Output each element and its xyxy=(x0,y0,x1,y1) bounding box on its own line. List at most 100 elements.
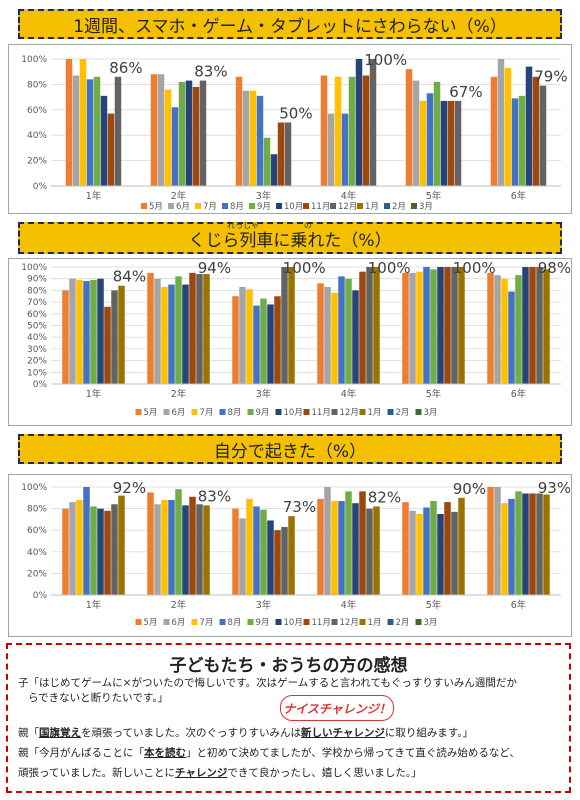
y-tick-label: 80% xyxy=(27,286,47,296)
data-label: 98% xyxy=(538,259,570,277)
bar xyxy=(62,508,69,595)
bar xyxy=(239,518,246,595)
legend-label: 5月 xyxy=(144,618,158,628)
bar xyxy=(518,95,526,186)
bar xyxy=(118,285,125,384)
bar xyxy=(451,511,458,595)
bar xyxy=(97,508,104,595)
bar xyxy=(338,501,345,595)
legend-label: 11月 xyxy=(312,618,331,628)
bar xyxy=(253,506,260,595)
legend-label: 5月 xyxy=(144,408,158,418)
bar xyxy=(402,272,409,384)
legend-label: 1月 xyxy=(368,618,382,628)
comment-parent2-u: 本を読む xyxy=(144,747,186,759)
bar xyxy=(242,90,250,186)
bar xyxy=(504,67,512,186)
chart1-title-banner: 1週間、スマホ・ゲーム・タブレットにさわらない（%） xyxy=(18,9,562,39)
bar xyxy=(487,487,494,595)
bar xyxy=(494,487,501,595)
legend-swatch xyxy=(359,619,366,625)
legend-label: 3月 xyxy=(424,408,438,418)
data-label: 100% xyxy=(453,259,496,277)
legend-swatch xyxy=(195,203,201,209)
legend-swatch xyxy=(330,203,336,209)
bar xyxy=(419,100,427,186)
nice-challenge-badge: ナイスチャレンジ！ xyxy=(280,695,394,721)
bar xyxy=(62,290,69,384)
bar xyxy=(83,281,90,384)
legend-swatch xyxy=(331,409,338,415)
bar xyxy=(93,76,101,186)
legend-label: 12月 xyxy=(340,618,359,628)
x-tick-label: 2年 xyxy=(171,388,187,400)
legend-swatch xyxy=(303,203,309,209)
bar xyxy=(178,81,186,186)
bar xyxy=(168,284,175,384)
bar xyxy=(437,267,444,384)
y-tick-label: 100% xyxy=(21,55,47,65)
legend-label: 1月 xyxy=(365,202,379,212)
comments-box: 子どもたち・おうちの方の感想 子「はじめてゲームに×がついたので悔しいです。次は… xyxy=(6,643,571,793)
bar xyxy=(444,267,451,384)
legend-label: 8月 xyxy=(230,202,244,212)
bar xyxy=(260,509,267,595)
legend-swatch xyxy=(219,409,226,415)
legend-label: 5月 xyxy=(149,202,163,212)
bar xyxy=(426,93,434,186)
data-label: 90% xyxy=(453,480,486,498)
bar xyxy=(331,292,338,384)
bar xyxy=(196,274,203,384)
legend-label: 2月 xyxy=(396,408,410,418)
bar xyxy=(331,501,338,595)
bar xyxy=(433,81,441,186)
bar xyxy=(416,514,423,595)
bar xyxy=(256,95,264,186)
bar xyxy=(440,100,448,186)
chart2-svg: 0% 10%20% 30% 40%50% 60% 70% 80%90% 100% 1年 84% 2年… xyxy=(21,259,571,418)
x-tick-label: 3年 xyxy=(256,599,272,611)
bar xyxy=(501,503,508,595)
legend-label: 6月 xyxy=(172,618,186,628)
bar xyxy=(168,499,175,595)
bar xyxy=(359,271,366,384)
legend-swatch xyxy=(359,409,366,415)
legend-label: 12月 xyxy=(340,408,359,418)
legend-label: 9月 xyxy=(256,408,270,418)
bar xyxy=(515,491,522,595)
legend-swatch xyxy=(135,619,142,625)
legend-label: 6月 xyxy=(172,408,186,418)
legend-swatch xyxy=(331,619,338,625)
legend-swatch xyxy=(163,619,170,625)
data-label: 86% xyxy=(109,59,142,77)
legend-swatch xyxy=(387,619,394,625)
bar xyxy=(185,80,193,186)
comment-parent2-line1: 親「今月がんばることに「本を読む」と初めて決めてましたが、学校から帰ってきて直ぐ… xyxy=(18,745,520,760)
comment-parent1-u2: 新しいチャレンジ xyxy=(300,727,385,739)
bar xyxy=(154,278,161,384)
bar xyxy=(543,269,550,384)
legend-swatch xyxy=(303,619,310,625)
bar xyxy=(454,100,462,186)
bar xyxy=(90,506,97,595)
legend-label: 1月 xyxy=(368,408,382,418)
comment-parent2-a: 親「今月がんばることに「 xyxy=(18,747,144,759)
bar xyxy=(341,113,349,186)
data-label: 83% xyxy=(194,63,227,81)
bar xyxy=(317,283,324,384)
data-label: 100% xyxy=(364,51,407,69)
legend-swatch xyxy=(219,619,226,625)
bar xyxy=(277,122,285,186)
chart3-svg: 0% 20% 40% 60% 80% 100% 1年 92% 2年 83% 3年 73% 4年 82% 5年… xyxy=(21,479,571,628)
legend-label: 9月 xyxy=(256,618,270,628)
bar xyxy=(189,272,196,384)
legend-swatch xyxy=(387,409,394,415)
bar xyxy=(246,289,253,384)
bar xyxy=(249,90,257,186)
bar xyxy=(281,267,288,384)
bar xyxy=(281,526,288,595)
x-tick-label: 4年 xyxy=(341,190,357,202)
bar xyxy=(447,100,455,186)
bar xyxy=(76,279,83,384)
chart2-title-banner: くじら列車に乗れた（%） xyxy=(18,222,562,254)
